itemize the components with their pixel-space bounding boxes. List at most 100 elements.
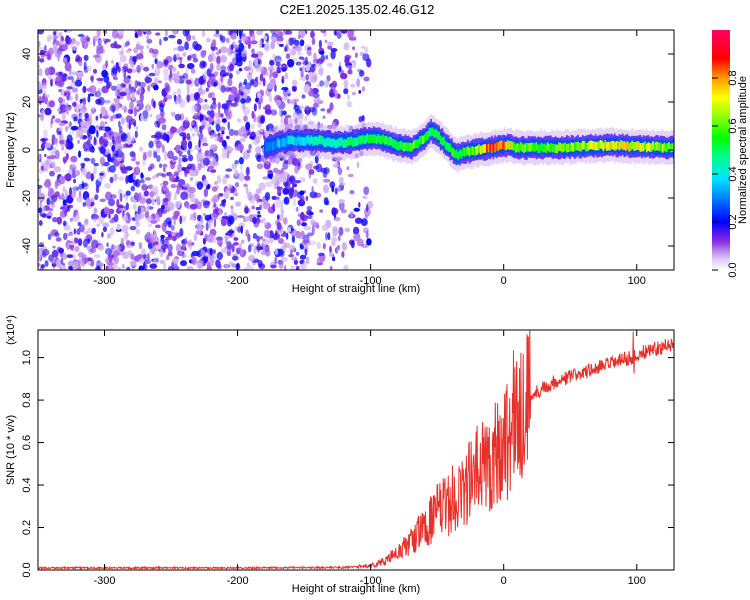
- spectrogram-noise-cell: [299, 176, 306, 183]
- spectrogram-noise-cell: [173, 171, 179, 177]
- spectrogram-noise-cell: [167, 150, 174, 159]
- spectrogram-noise-cell: [343, 264, 349, 270]
- spectrogram-noise-cell: [164, 150, 168, 161]
- spectrogram-signal-cell: [459, 149, 461, 158]
- spectrogram-noise-cell: [159, 259, 166, 264]
- spectrogram-noise-cell: [82, 202, 87, 207]
- spectrogram-noise-cell: [272, 167, 279, 174]
- spectrogram-noise-cell: [218, 136, 224, 143]
- colorbar: 0.0 0.2 0.4 0.6 0.8 Normalized spectral ampl…: [712, 30, 749, 278]
- spectrogram-noise-cell: [87, 238, 91, 245]
- spectrogram-signal-cell: [511, 141, 514, 151]
- spectrogram-noise-cell: [262, 203, 270, 210]
- spectrogram-noise-cell: [144, 76, 153, 84]
- spectrogram-signal-cell: [495, 142, 498, 151]
- spectrogram-noise-cell: [64, 62, 72, 72]
- spectrogram-noise-cell: [173, 191, 177, 201]
- spectrogram-noise-cell: [235, 192, 239, 196]
- spectrogram-noise-cell: [268, 237, 274, 244]
- spectrogram-signal-cell: [417, 139, 420, 148]
- spectrogram-noise-cell: [133, 47, 139, 54]
- spectrogram-signal-cell: [454, 149, 456, 159]
- spectrogram-signal-cell: [585, 142, 587, 152]
- spectrogram-noise-cell: [156, 120, 159, 125]
- spectrogram-noise-cell: [277, 222, 282, 231]
- spectrogram-signal-cell: [447, 143, 450, 152]
- spectrogram-noise-cell: [312, 102, 319, 108]
- spectrogram-noise-cell: [80, 259, 85, 267]
- spectrogram-signal-cell: [489, 142, 492, 151]
- spectrogram-noise-cell: [191, 104, 198, 113]
- spectrogram-noise-cell: [266, 82, 273, 90]
- spectrogram-signal-cell: [438, 131, 440, 141]
- spectrogram-signal-cell: [379, 135, 381, 145]
- spectrogram-noise-cell: [210, 169, 217, 173]
- snr-y-tick-label: 1.0: [21, 350, 33, 365]
- spectrogram-noise-cell: [115, 61, 120, 71]
- spectrogram-noise-cell: [82, 125, 88, 134]
- spectrogram-noise-cell: [240, 91, 244, 96]
- spectrogram-signal-cell: [399, 140, 402, 150]
- spectrogram-noise-cell: [250, 66, 254, 75]
- spectrogram-noise-cell: [250, 78, 255, 85]
- spectrogram-noise-cell: [323, 178, 331, 183]
- spectrogram-noise-cell: [129, 260, 137, 267]
- spectrogram-noise-cell: [148, 47, 154, 54]
- spectrogram-noise-cell: [98, 126, 103, 131]
- spectrogram-noise-cell: [253, 103, 257, 112]
- colorbar-tick-label: 0.4: [727, 166, 739, 181]
- spectrogram-noise-cell: [41, 165, 44, 171]
- spectrogram-noise-cell: [77, 238, 83, 247]
- spectrogram-noise-cell: [252, 233, 258, 240]
- spectrogram-noise-cell: [160, 209, 167, 214]
- spectrogram-signal-cell: [383, 136, 386, 145]
- spectrogram-noise-cell: [291, 235, 295, 243]
- spectrogram-noise-cell: [255, 206, 261, 211]
- spectrogram-noise-cell: [73, 178, 77, 184]
- spectrogram-noise-cell: [283, 116, 289, 126]
- spectrogram-noise-cell: [53, 166, 62, 173]
- spectrogram-noise-cell: [318, 39, 322, 49]
- spectrogram-noise-cell: [317, 252, 325, 257]
- snr-y-tick-label: 0.4: [21, 477, 33, 492]
- spectrogram-signal-cell: [645, 143, 648, 153]
- spectrogram-noise-cell: [217, 102, 221, 110]
- spectrogram-noise-cell: [233, 242, 239, 246]
- spectrogram-signal-cell: [395, 140, 397, 150]
- spectrogram-noise-cell: [344, 227, 351, 233]
- spectrogram-signal-cell: [289, 135, 292, 144]
- spectrogram-signal-cell: [468, 147, 471, 157]
- spectrogram-noise-cell: [66, 134, 73, 143]
- spectrogram-signal-cell: [280, 139, 282, 148]
- spectrogram-signal-cell: [388, 136, 391, 146]
- spectrogram-noise-cell: [176, 184, 183, 190]
- spectrogram-signal-cell: [465, 147, 468, 156]
- spectrogram-noise-cell: [163, 59, 169, 66]
- spectrogram-noise-cell: [95, 265, 102, 270]
- spectrogram-noise-cell: [259, 73, 264, 82]
- spectrogram-signal-cell: [356, 137, 359, 146]
- spectrogram-noise-cell: [338, 226, 344, 236]
- spectrogram-noise-cell: [158, 117, 166, 124]
- spectrogram-noise-cell: [262, 238, 266, 242]
- spectrogram-noise-cell: [163, 73, 170, 81]
- spectrogram-noise-cell: [215, 47, 218, 51]
- spectrogram-signal-cell: [342, 139, 345, 149]
- spectrogram-noise-cell: [44, 153, 47, 158]
- spectrogram-noise-cell: [229, 30, 233, 36]
- spectrogram-signal-cell: [385, 135, 388, 145]
- spectrogram-noise-cell: [172, 156, 179, 161]
- spectrogram-noise-cell: [255, 188, 262, 194]
- spectrogram-signal-cell: [535, 142, 538, 151]
- spectrogram-noise-cell: [51, 249, 59, 258]
- spectrogram-noise-cell: [196, 250, 202, 258]
- spectrogram-noise-cell: [171, 235, 177, 242]
- colorbar-tick-label: 0.0: [727, 262, 739, 277]
- spectrogram-noise-cell: [316, 241, 321, 250]
- spectrogram-noise-cell: [237, 143, 245, 152]
- spectrogram-noise-cell: [203, 254, 209, 263]
- spectrogram-noise-cell: [155, 140, 162, 149]
- spectrogram-noise-cell: [104, 191, 113, 201]
- spectrogram-noise-cell: [194, 43, 202, 51]
- spectrogram-noise-cell: [139, 92, 144, 102]
